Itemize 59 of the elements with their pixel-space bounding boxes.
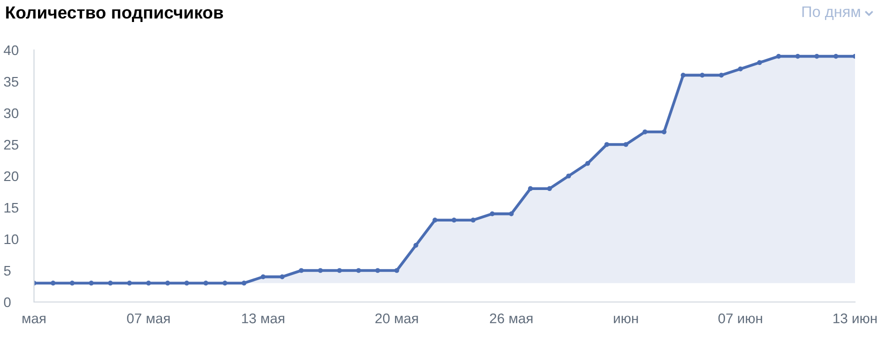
y-tick-label: 25 [4,140,18,150]
point [127,280,132,286]
x-tick-label: 13 мая [242,313,284,324]
point [298,268,304,273]
chart-title: Количество подписчиков [6,6,224,22]
point [50,280,56,286]
point [337,268,342,273]
point [738,66,743,72]
point [452,218,456,223]
point [280,274,285,280]
point [566,174,572,178]
y-tick-label: 20 [4,171,18,182]
point [242,280,246,286]
point [700,72,705,78]
x-tick-label: 26 мая [490,313,532,324]
point [88,280,94,286]
x-tick-label: 07 мая [127,313,170,324]
point [814,54,820,59]
point [795,54,800,59]
x-tick-label: 13 июн [833,313,877,324]
point [528,186,533,192]
point [604,142,610,147]
point [203,280,208,286]
point [490,211,495,216]
point [623,142,628,147]
point [375,268,380,273]
x-tick-label: 20 мая [375,313,418,324]
y-tick-label: 10 [4,234,18,244]
y-tick-label: 30 [4,108,18,118]
point [680,72,686,78]
y-tick-label: 35 [4,76,18,87]
point [776,54,782,59]
x-tick-label: мая [22,316,46,324]
point [318,268,323,273]
point [184,280,190,286]
point [356,268,362,273]
x-tick-label: 07 июн [718,313,762,324]
point [585,160,590,166]
point [432,218,438,223]
text: По дням [802,6,860,20]
y-tick-label: 0 [4,297,11,308]
point [146,280,151,286]
point [547,186,552,192]
y-tick-label: 15 [4,202,18,213]
x-tick-label: июн [614,316,638,324]
point [413,242,418,248]
point [662,129,666,134]
point [108,280,113,286]
point [642,129,648,134]
point [222,280,228,286]
point [70,280,75,286]
point [394,268,400,273]
point [470,218,476,223]
point [508,211,514,216]
point [165,280,170,286]
point [757,60,762,66]
y-tick-label: 5 [4,266,11,276]
point [718,72,724,78]
y-tick-label: 40 [4,45,18,56]
